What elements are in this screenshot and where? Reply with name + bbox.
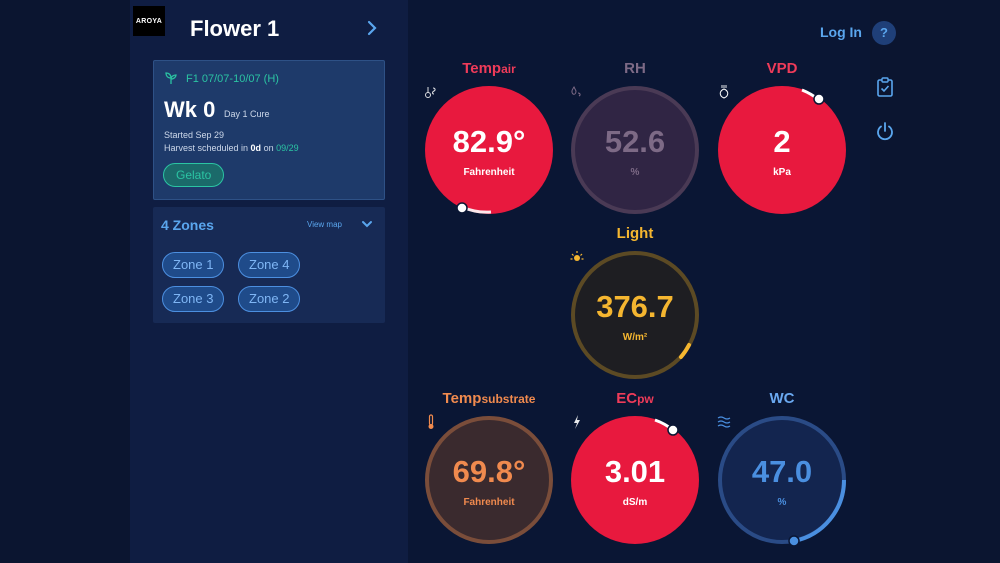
start-date: Started Sep 29 [164, 130, 225, 140]
light-gauge[interactable]: 376.7 W/m² [569, 249, 701, 381]
chevron-right-icon[interactable] [364, 18, 380, 38]
temp-air-value: 82.9° [452, 124, 526, 159]
thermometer-icon [428, 414, 434, 429]
vpd-value: 2 [773, 124, 791, 159]
leaf-vapor-icon [719, 85, 729, 99]
page-title: Flower 1 [190, 16, 280, 41]
day-phase: Day 1 Cure [224, 109, 270, 119]
vpd-unit: kPa [773, 167, 791, 178]
harvest-schedule: Harvest scheduled in 0d on 09/29 [164, 143, 299, 153]
ec-unit: dS/m [622, 497, 648, 508]
wc-value: 47.0 [751, 454, 813, 489]
crop-name: F1 07/07-10/07 (H) [186, 73, 279, 85]
sprout-icon [165, 72, 177, 84]
wc-gauge[interactable]: 47.0 % [716, 414, 848, 546]
temp-substrate-unit: Fahrenheit [463, 497, 515, 508]
temp-air-label: Tempair [462, 60, 516, 77]
chevron-down-icon[interactable] [361, 219, 373, 229]
aroya-logo: AROYA [133, 6, 165, 36]
help-button[interactable]: ? [872, 21, 896, 45]
zones-title: 4 Zones [161, 217, 214, 233]
vpd-gauge[interactable]: 2 kPa [716, 84, 848, 216]
power-icon[interactable] [874, 120, 896, 142]
zone-chip-3[interactable]: Zone 3 [162, 286, 225, 312]
zones-panel: 4 Zones View map Zone 1 Zone 4 Zone 3 Zo… [153, 207, 385, 323]
temp-substrate-value: 69.8° [452, 454, 526, 489]
wc-unit: % [777, 497, 787, 508]
light-label: Light [616, 225, 654, 242]
zone-chip-4[interactable]: Zone 4 [238, 252, 301, 278]
ec-label: ECpw [616, 390, 654, 407]
rh-gauge[interactable]: 52.6 % [569, 84, 701, 216]
zone-chip-1[interactable]: Zone 1 [162, 252, 225, 278]
wc-label: WC [769, 390, 795, 407]
view-map-link[interactable]: View map [307, 220, 342, 229]
ec-value: 3.01 [604, 454, 666, 489]
temp-air-gauge[interactable]: 82.9° Fahrenheit [423, 84, 555, 216]
rh-unit: % [630, 167, 640, 178]
lightning-drop-icon [574, 415, 580, 429]
thermometer-fan-icon [425, 87, 436, 98]
light-unit: W/m² [622, 332, 648, 343]
week-number: Wk 0 [164, 97, 216, 122]
temp-substrate-label: Tempsubstrate [442, 390, 536, 407]
clipboard-check-icon[interactable] [874, 76, 896, 98]
humidity-icon [571, 86, 581, 97]
ec-gauge[interactable]: 3.01 dS/m [569, 414, 701, 546]
vpd-label: VPD [766, 60, 798, 77]
temp-air-unit: Fahrenheit [463, 167, 515, 178]
rh-label: RH [624, 60, 646, 77]
water-waves-icon [717, 416, 731, 428]
login-link[interactable]: Log In [820, 24, 862, 40]
light-value: 376.7 [596, 289, 674, 324]
rh-value: 52.6 [604, 124, 666, 159]
zone-chip-2[interactable]: Zone 2 [238, 286, 301, 312]
sun-icon [570, 251, 584, 261]
crop-summary-card[interactable]: F1 07/07-10/07 (H) Wk 0 Day 1 Cure Start… [153, 60, 385, 200]
temp-substrate-gauge[interactable]: 69.8° Fahrenheit [423, 414, 555, 546]
strain-badge[interactable]: Gelato [163, 163, 225, 187]
